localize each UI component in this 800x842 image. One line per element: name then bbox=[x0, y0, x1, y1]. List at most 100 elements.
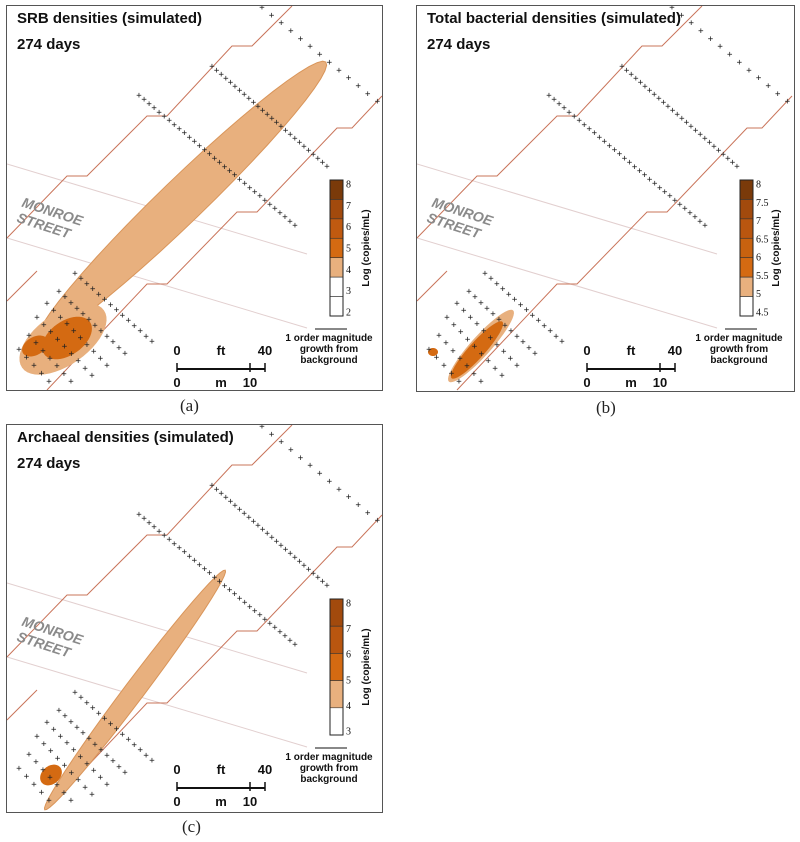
monitoring-well-marker: + bbox=[500, 285, 506, 295]
monitoring-well-marker: + bbox=[320, 158, 326, 168]
monitoring-well-marker: + bbox=[161, 531, 167, 541]
monitoring-well-marker: + bbox=[687, 208, 693, 218]
legend-tick-label: 4 bbox=[346, 701, 351, 712]
monitoring-well-marker: + bbox=[98, 354, 104, 364]
legend-note-text: growth from bbox=[300, 763, 358, 774]
monitoring-well-marker: + bbox=[51, 306, 57, 316]
monitoring-well-marker: + bbox=[247, 183, 253, 193]
monitoring-well-marker: + bbox=[674, 110, 680, 120]
monitoring-well-marker: + bbox=[110, 338, 116, 348]
street-line bbox=[7, 237, 308, 329]
monitoring-well-marker: + bbox=[84, 759, 90, 769]
monitoring-well-marker: + bbox=[278, 122, 284, 132]
road-edge-line bbox=[7, 6, 293, 239]
road-edge-line bbox=[46, 95, 382, 390]
legend: 3 4 5 6 7 8 Log (copies/mL) bbox=[329, 598, 372, 737]
monitoring-well-marker: + bbox=[725, 154, 731, 164]
monitoring-well-marker: + bbox=[652, 179, 658, 189]
monitoring-well-marker: + bbox=[72, 688, 78, 698]
monitoring-well-marker: + bbox=[47, 354, 53, 364]
monitoring-well-marker: + bbox=[272, 204, 278, 214]
monitoring-well-marker: + bbox=[785, 97, 791, 107]
monitoring-well-marker: + bbox=[619, 62, 625, 72]
monitoring-well-marker: + bbox=[324, 581, 330, 591]
monitoring-well-marker: + bbox=[274, 118, 280, 128]
panel-srb-title: SRB densities (simulated) bbox=[17, 10, 203, 27]
monitoring-well-marker: + bbox=[708, 34, 714, 44]
monitoring-well-marker: + bbox=[146, 99, 152, 109]
monitoring-well-marker: + bbox=[301, 561, 307, 571]
monitoring-well-marker: + bbox=[102, 714, 108, 724]
monitoring-well-marker: + bbox=[31, 361, 37, 371]
monitoring-well-marker: + bbox=[104, 751, 110, 761]
monitoring-well-marker: + bbox=[104, 361, 110, 371]
monitoring-well-marker: + bbox=[679, 11, 685, 21]
legend: 4.5 5 5.5 6 6.5 7 7.5 8 Log (copies/mL) bbox=[739, 179, 782, 318]
monitoring-well-marker: + bbox=[187, 133, 193, 143]
street-line bbox=[417, 163, 718, 255]
panel-archaea-days: 274 days bbox=[17, 455, 81, 472]
monitoring-well-marker: + bbox=[327, 477, 333, 487]
monitoring-well-marker: + bbox=[471, 369, 477, 379]
road-edge-line bbox=[7, 425, 293, 658]
monitoring-well-marker: + bbox=[277, 208, 283, 218]
monitoring-well-marker: + bbox=[89, 790, 95, 800]
scale-m-unit: m bbox=[215, 794, 227, 809]
legend-swatch bbox=[739, 237, 754, 259]
monitoring-well-marker: + bbox=[576, 116, 582, 126]
monitoring-well-marker: + bbox=[524, 306, 530, 316]
monitoring-well-marker: + bbox=[76, 357, 82, 367]
legend-swatch bbox=[739, 276, 754, 297]
monitoring-well-marker: + bbox=[677, 200, 683, 210]
monitoring-well-marker: + bbox=[182, 129, 188, 139]
monitoring-well-marker: + bbox=[241, 90, 247, 100]
monitoring-well-marker: + bbox=[457, 354, 463, 364]
monitoring-well-marker: + bbox=[141, 514, 147, 524]
monitoring-well-marker: + bbox=[68, 717, 74, 727]
legend-tick-label: 6.5 bbox=[756, 234, 769, 245]
monitoring-well-marker: + bbox=[257, 611, 263, 621]
monitoring-well-marker: + bbox=[602, 137, 608, 147]
monitoring-well-marker: + bbox=[41, 739, 47, 749]
monitoring-well-marker: + bbox=[478, 298, 484, 308]
monitoring-well-marker: + bbox=[197, 141, 203, 151]
monitoring-well-marker: + bbox=[693, 126, 699, 136]
monitoring-well-marker: + bbox=[269, 430, 275, 440]
scale-m-max: 10 bbox=[653, 375, 667, 390]
monitoring-well-marker: + bbox=[571, 112, 577, 122]
monitoring-well-marker: + bbox=[702, 221, 708, 231]
legend-frame bbox=[329, 598, 344, 736]
monitoring-well-marker: + bbox=[141, 95, 147, 105]
monitoring-well-marker: + bbox=[64, 320, 70, 330]
monitoring-well-marker: + bbox=[197, 560, 203, 570]
caption-c: (c) bbox=[182, 817, 201, 836]
legend-tick-label: 7 bbox=[346, 201, 351, 212]
plume-low bbox=[36, 60, 328, 342]
monitoring-well-marker: + bbox=[120, 311, 126, 321]
monitoring-well-marker: + bbox=[228, 78, 234, 88]
monitoring-well-marker: + bbox=[283, 126, 289, 136]
panel-total-bacteria-title: Total bacterial densities (simulated) bbox=[427, 10, 681, 27]
monitoring-well-marker: + bbox=[274, 537, 280, 547]
plume-high bbox=[22, 335, 48, 357]
monitoring-well-marker: + bbox=[288, 27, 294, 37]
monitoring-well-marker: + bbox=[727, 50, 733, 60]
monitoring-well-marker: + bbox=[451, 320, 457, 330]
legend-title: Log (copies/mL) bbox=[361, 628, 372, 705]
legend-swatch bbox=[739, 296, 754, 317]
monitoring-well-marker: + bbox=[466, 287, 472, 297]
monitoring-well-marker: + bbox=[114, 725, 120, 735]
monitoring-well-marker: + bbox=[561, 104, 567, 114]
monitoring-well-marker: + bbox=[260, 525, 266, 535]
legend-swatch bbox=[329, 276, 344, 297]
monitoring-well-marker: + bbox=[24, 353, 30, 363]
legend-title: Log (copies/mL) bbox=[361, 209, 372, 286]
monitoring-well-marker: + bbox=[472, 293, 478, 303]
legend-swatch bbox=[739, 179, 754, 200]
monitoring-well-marker: + bbox=[96, 709, 102, 719]
caption-a: (a) bbox=[180, 396, 199, 415]
legend-swatch bbox=[329, 218, 344, 239]
monitoring-well-marker: + bbox=[192, 556, 198, 566]
panel-total-bacteria-days: 274 days bbox=[427, 36, 491, 53]
